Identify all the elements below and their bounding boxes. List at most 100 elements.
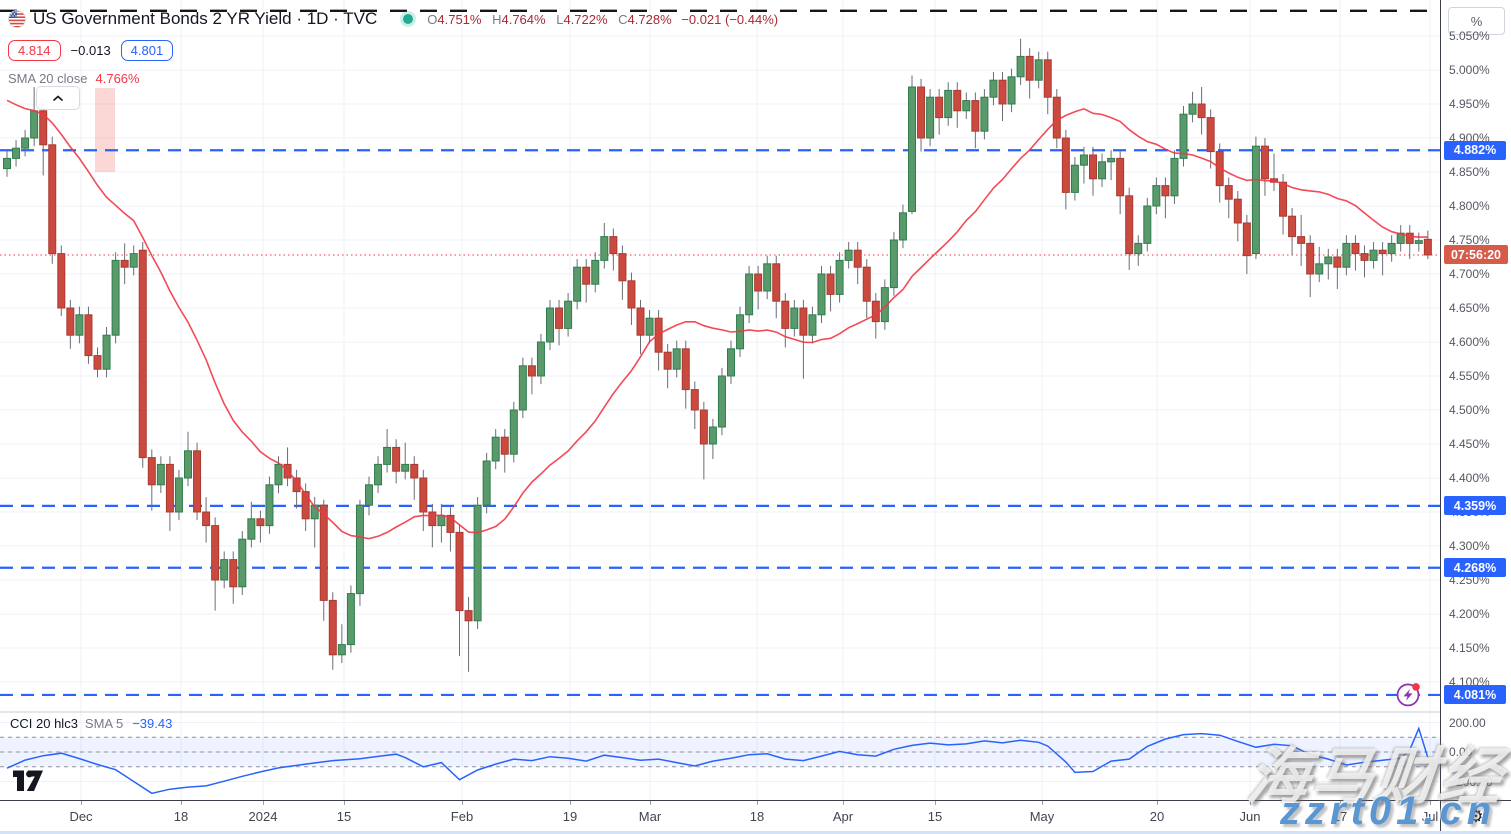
candle-body xyxy=(1061,137,1070,193)
candle-body xyxy=(844,249,853,261)
candle-body xyxy=(781,300,790,329)
candle-body xyxy=(1342,242,1351,268)
level-price-badge[interactable]: 4.359% xyxy=(1444,496,1506,516)
candle-body xyxy=(21,137,30,149)
candle-body xyxy=(464,610,473,622)
candle-body xyxy=(1224,185,1233,200)
candle-body xyxy=(147,457,156,486)
collapse-legend-button[interactable] xyxy=(36,86,80,110)
time-tick-label: Jun xyxy=(1239,809,1261,824)
candle-body xyxy=(1242,222,1251,257)
candle-body xyxy=(727,348,735,377)
candle-body xyxy=(536,341,545,377)
time-tick-mark xyxy=(462,801,463,805)
candle-body xyxy=(1297,236,1306,244)
candle-body xyxy=(1351,242,1360,255)
candle-body xyxy=(75,314,84,336)
level-price-badge[interactable]: 4.081% xyxy=(1444,685,1506,705)
time-tick-mark xyxy=(1042,801,1043,805)
candle-body xyxy=(1016,55,1025,78)
candle-body xyxy=(609,236,618,255)
price-alert-icon[interactable] xyxy=(1396,683,1420,707)
price-chart-canvas[interactable] xyxy=(0,0,1440,800)
candle-body xyxy=(165,463,174,513)
symbol-row[interactable]: US Government Bonds 2 YR Yield · 1D · TV… xyxy=(8,6,778,32)
price-tick-label: 4.850% xyxy=(1449,165,1490,179)
time-axis[interactable]: Dec 18 2024 15 Feb 19 Mar 18 Apr 15 May 20 Jun 17 Jul xyxy=(0,800,1440,834)
candle-body xyxy=(1405,232,1414,244)
cci-sma-label: SMA 5 xyxy=(84,716,124,731)
candle-body xyxy=(247,518,256,540)
candle-body xyxy=(880,287,889,323)
candle-body xyxy=(111,259,120,336)
level-price-badge[interactable]: 4.882% xyxy=(1444,140,1506,160)
candle-body xyxy=(1034,59,1043,81)
candle-body xyxy=(862,266,871,302)
candle-body xyxy=(591,259,600,285)
candle-body xyxy=(410,463,419,479)
candle-body xyxy=(1288,215,1297,238)
price-tick-label: 4.650% xyxy=(1449,301,1490,315)
time-tick-label: May xyxy=(1029,809,1055,824)
candle-body xyxy=(256,518,265,527)
candle-body xyxy=(419,477,428,513)
candle-body xyxy=(202,511,211,527)
price-axis[interactable]: % 5.050% 5.000% 4.950% 4.900% 4.850% 4.800% 4.… xyxy=(1440,0,1511,834)
cci-indicator-row[interactable]: CCI 20 hlc3 SMA 5 −39.43 xyxy=(10,716,172,731)
market-status-icon[interactable] xyxy=(403,14,414,24)
candle-body xyxy=(962,100,971,112)
time-tick-label: 18 xyxy=(173,809,189,824)
price-tick-label: 4.700% xyxy=(1449,267,1490,281)
sma-20-line xyxy=(6,99,1428,540)
time-tick-mark xyxy=(344,801,345,805)
bid-button[interactable]: 4.814 xyxy=(8,39,61,61)
price-tick-label: 4.600% xyxy=(1449,335,1490,349)
candle-body xyxy=(898,212,907,241)
candle-body xyxy=(428,511,437,527)
candle-body xyxy=(1179,113,1188,159)
price-unit-button[interactable]: % xyxy=(1448,7,1505,35)
candle-body xyxy=(908,86,916,212)
price-tick-label: 4.450% xyxy=(1449,437,1490,451)
time-tick-mark xyxy=(1157,801,1158,805)
time-tick-mark xyxy=(570,801,571,805)
candle-body xyxy=(871,300,880,323)
candle-body xyxy=(527,365,536,377)
sma-indicator-row[interactable]: SMA 20 close 4.766% xyxy=(8,71,778,86)
candle-body xyxy=(365,484,373,506)
price-tick-label: 4.200% xyxy=(1449,607,1490,621)
spread-value: −0.013 xyxy=(70,42,111,58)
candle-body xyxy=(401,463,410,472)
symbol-title[interactable]: US Government Bonds 2 YR Yield · 1D · TV… xyxy=(33,9,378,28)
ask-button[interactable]: 4.801 xyxy=(120,39,174,61)
candle-body xyxy=(564,300,573,329)
time-tick-label: Jul xyxy=(1421,809,1439,824)
candle-body xyxy=(30,110,39,139)
candle-body xyxy=(265,484,274,527)
price-tick-label: 4.150% xyxy=(1449,641,1490,655)
gear-icon[interactable]: ⚙ xyxy=(1468,807,1484,827)
candle-body xyxy=(274,463,283,486)
candle-body xyxy=(817,273,826,316)
time-tick-label: 20 xyxy=(1149,809,1165,824)
candle-body xyxy=(654,317,663,353)
candle-body xyxy=(971,100,980,132)
bottom-strip xyxy=(0,831,1511,834)
candle-body xyxy=(799,307,808,336)
candle-body xyxy=(853,249,862,268)
candle-body xyxy=(582,266,591,285)
level-price-badge[interactable]: 4.268% xyxy=(1444,558,1506,578)
candle-body xyxy=(1251,145,1260,255)
candle-body xyxy=(826,273,835,295)
candle-body xyxy=(1107,157,1116,163)
candle-body xyxy=(1279,181,1288,217)
time-tick-label: 18 xyxy=(749,809,765,824)
candle-body xyxy=(1315,263,1324,275)
candle-body xyxy=(573,266,582,302)
candle-body xyxy=(889,239,898,289)
tradingview-logo[interactable] xyxy=(13,769,46,798)
candle-body xyxy=(636,307,645,336)
candle-body xyxy=(1152,185,1161,207)
candle-body xyxy=(473,504,482,622)
